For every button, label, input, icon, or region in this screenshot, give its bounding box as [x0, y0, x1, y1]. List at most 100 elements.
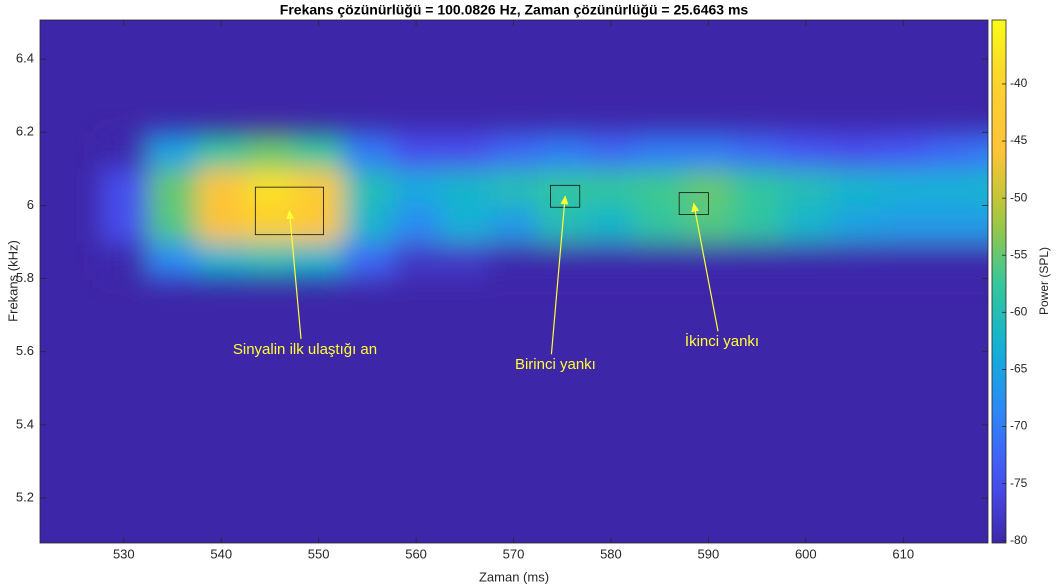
x-tick-label: 570: [503, 546, 525, 561]
heatmap-cell: [489, 169, 538, 206]
heatmap-cell: [392, 242, 441, 279]
heatmap-cell: [197, 132, 246, 169]
heatmap-cell: [781, 132, 830, 169]
y-tick-label: 5.6: [16, 343, 34, 358]
heatmap-cell: [197, 242, 246, 279]
x-tick-label: 540: [210, 546, 232, 561]
annotation-label: Birinci yankı: [515, 356, 596, 373]
colorbar-tick-label: -80: [1010, 533, 1028, 547]
heatmap-cell: [635, 242, 684, 279]
heatmap-cell: [343, 169, 392, 206]
heatmap-cell: [197, 169, 246, 206]
colorbar: [992, 20, 1006, 543]
colorbar-tick-label: -70: [1010, 419, 1028, 433]
heatmap-cell: [99, 132, 148, 169]
heatmap-cell: [684, 132, 733, 169]
heatmap-cell: [928, 132, 977, 169]
heatmap-cell: [587, 132, 636, 169]
heatmap-cell: [148, 132, 197, 169]
chart-title: Frekans çözünürlüğü = 100.0826 Hz, Zaman…: [280, 2, 749, 18]
heatmap-cell: [392, 132, 441, 169]
heatmap-cell: [635, 132, 684, 169]
heatmap-cell: [440, 132, 489, 169]
y-tick-label: 6.2: [16, 124, 34, 139]
heatmap-cell: [197, 205, 246, 242]
colorbar-label: Power (SPL): [1037, 247, 1051, 315]
y-tick-label: 6: [27, 197, 34, 212]
x-tick-label: 550: [308, 546, 330, 561]
heatmap-cell: [148, 205, 197, 242]
heatmap-cell: [392, 205, 441, 242]
chart: Frekans çözünürlüğü = 100.0826 Hz, Zaman…: [0, 0, 1061, 588]
heatmap: [99, 132, 1025, 279]
heatmap-cell: [879, 242, 928, 279]
colorbar-tick-label: -60: [1010, 305, 1028, 319]
heatmap-cell: [879, 169, 928, 206]
heatmap-cell: [830, 242, 879, 279]
x-tick-label: 530: [113, 546, 135, 561]
heatmap-cell: [928, 205, 977, 242]
heatmap-cell: [830, 205, 879, 242]
heatmap-cell: [246, 205, 295, 242]
y-tick-label: 5.8: [16, 270, 34, 285]
heatmap-cell: [733, 169, 782, 206]
colorbar-tick-label: -65: [1010, 362, 1028, 376]
colorbar-tick-label: -40: [1010, 76, 1028, 90]
x-tick-label: 610: [892, 546, 914, 561]
heatmap-cell: [928, 169, 977, 206]
heatmap-cell: [538, 242, 587, 279]
colorbar-tick-label: -75: [1010, 476, 1028, 490]
heatmap-cell: [392, 169, 441, 206]
heatmap-cell: [343, 132, 392, 169]
heatmap-cell: [343, 205, 392, 242]
heatmap-cell: [294, 132, 343, 169]
y-tick-label: 5.2: [16, 489, 34, 504]
y-tick-label: 6.4: [16, 51, 34, 66]
x-axis-label: Zaman (ms): [479, 569, 549, 584]
heatmap-cell: [440, 169, 489, 206]
heatmap-cell: [99, 169, 148, 206]
x-tick-label: 580: [600, 546, 622, 561]
y-tick-label: 5.4: [16, 416, 34, 431]
heatmap-cell: [489, 132, 538, 169]
heatmap-cell: [781, 169, 830, 206]
heatmap-cell: [733, 132, 782, 169]
heatmap-cell: [781, 205, 830, 242]
plot-background: [40, 20, 988, 543]
heatmap-cell: [684, 242, 733, 279]
heatmap-cell: [587, 242, 636, 279]
heatmap-cell: [440, 242, 489, 279]
heatmap-cell: [246, 132, 295, 169]
x-tick-label: 560: [405, 546, 427, 561]
x-tick-label: 600: [795, 546, 817, 561]
heatmap-cell: [440, 205, 489, 242]
heatmap-cell: [343, 242, 392, 279]
heatmap-cell: [148, 169, 197, 206]
heatmap-cell: [587, 169, 636, 206]
x-tick-label: 590: [698, 546, 720, 561]
heatmap-cell: [830, 132, 879, 169]
heatmap-cell: [635, 169, 684, 206]
heatmap-cell: [246, 242, 295, 279]
heatmap-cell: [148, 242, 197, 279]
heatmap-cell: [99, 242, 148, 279]
heatmap-cell: [928, 242, 977, 279]
heatmap-cell: [879, 205, 928, 242]
heatmap-cell: [733, 242, 782, 279]
plot-area: [40, 20, 1026, 543]
heatmap-cell: [781, 242, 830, 279]
heatmap-cell: [879, 132, 928, 169]
annotation-label: Sinyalin ilk ulaştığı an: [233, 341, 377, 358]
colorbar-tick-label: -45: [1010, 133, 1028, 147]
heatmap-cell: [489, 205, 538, 242]
colorbar-tick-label: -55: [1010, 247, 1028, 261]
heatmap-cell: [635, 205, 684, 242]
heatmap-cell: [830, 169, 879, 206]
heatmap-cell: [294, 205, 343, 242]
colorbar-tick-label: -50: [1010, 190, 1028, 204]
heatmap-cell: [489, 242, 538, 279]
heatmap-cell: [587, 205, 636, 242]
annotation-label: İkinci yankı: [685, 332, 759, 350]
heatmap-cell: [99, 205, 148, 242]
heatmap-cell: [538, 132, 587, 169]
